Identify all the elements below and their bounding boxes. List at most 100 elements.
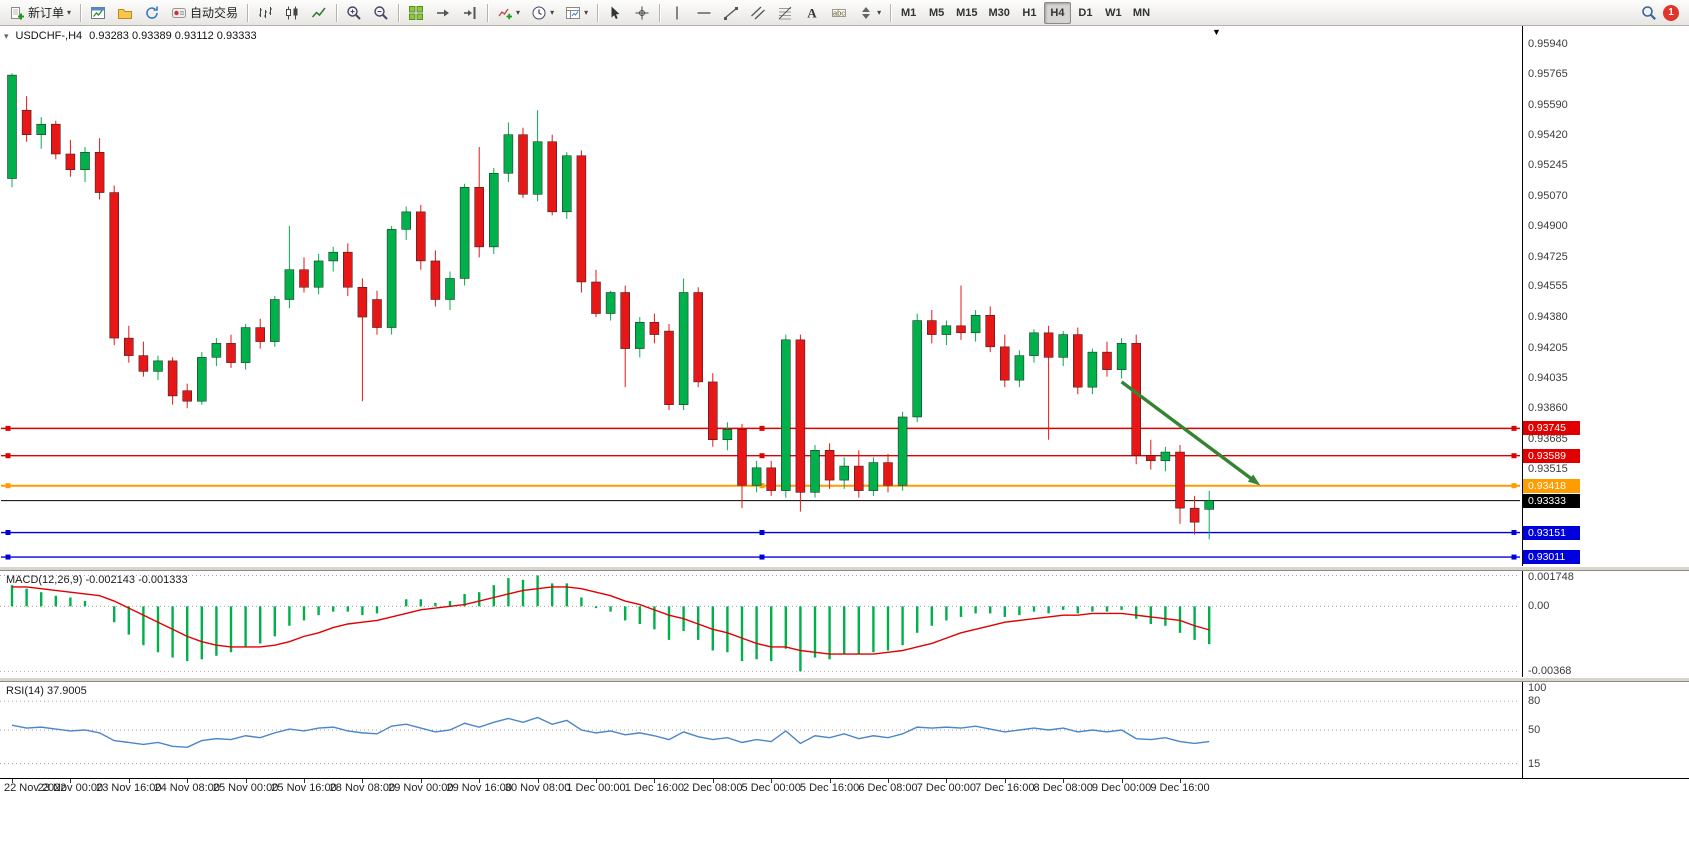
hline-handle[interactable] <box>5 530 11 536</box>
rsi-canvas[interactable] <box>0 682 1522 778</box>
tile-windows-button[interactable] <box>403 2 429 24</box>
crosshair-icon <box>634 5 650 21</box>
tile-windows-icon <box>408 5 424 21</box>
price-tag-0.93745: 0.93745 <box>1523 421 1580 436</box>
hline-handle[interactable] <box>1511 530 1517 536</box>
chevron-down-icon: ▾ <box>550 7 555 17</box>
refresh-button[interactable] <box>139 2 165 24</box>
channel-tool-button[interactable] <box>745 2 771 24</box>
time-axis-tick <box>479 779 481 783</box>
time-axis-tick <box>888 779 889 783</box>
chart-end-marker-icon[interactable]: ▼ <box>1212 27 1221 37</box>
time-axis-tick <box>829 779 831 783</box>
one-click-trading-toggle-icon[interactable]: ▾ <box>4 30 9 41</box>
candlestick-icon <box>284 5 300 21</box>
price-axis[interactable] <box>1523 26 1689 778</box>
timeframe-button-m15[interactable]: M15 <box>956 6 978 19</box>
label-icon: abc <box>831 5 847 21</box>
hline-handle[interactable] <box>5 425 11 431</box>
hline-handle[interactable] <box>759 453 765 459</box>
time-axis-tick <box>771 779 773 783</box>
timeframe-button-h4[interactable]: H4 <box>1043 1 1071 24</box>
profiles-button[interactable] <box>112 2 138 24</box>
crosshair-tool-button[interactable] <box>629 2 655 24</box>
time-axis-label: 1 Dec 00:00 <box>566 782 626 794</box>
hline-handle[interactable] <box>5 483 11 489</box>
hline-handle[interactable] <box>1511 425 1517 431</box>
trend-arrow[interactable] <box>1120 380 1255 482</box>
time-axis-label: 25 Nov 16:00 <box>271 782 337 794</box>
new-chart-button[interactable] <box>85 2 111 24</box>
price-tick-label: 0.93515 <box>1528 462 1568 475</box>
hline-handle[interactable] <box>759 425 765 431</box>
zoom-in-button[interactable] <box>341 2 367 24</box>
autotrading-button[interactable]: 自动交易 <box>166 2 243 24</box>
timeframe-button-m5[interactable]: M5 <box>928 6 945 19</box>
time-axis-label: 8 Dec 08:00 <box>1033 782 1093 794</box>
time-axis-label: 30 Nov 08:00 <box>504 782 571 794</box>
notification-badge[interactable]: 1 <box>1663 4 1679 21</box>
time-axis-tick <box>187 779 189 783</box>
chart-symbol-label: USDCHF-,H4 <box>15 30 83 42</box>
hline-handle[interactable] <box>1511 554 1517 560</box>
timeframe-button-w1[interactable]: W1 <box>1105 6 1122 19</box>
timeframes-menu-button[interactable]: ▾ <box>526 2 559 24</box>
timeframe-button-mn[interactable]: MN <box>1132 6 1151 19</box>
hline-handle[interactable] <box>759 554 765 560</box>
timeframe-button-h1[interactable]: H1 <box>1022 6 1037 19</box>
macd-histogram <box>10 575 1211 672</box>
macd-signal-line <box>12 586 1210 655</box>
folder-icon <box>117 5 133 21</box>
new-order-button[interactable]: 新订单 ▾ <box>4 2 76 24</box>
svg-text:A: A <box>807 5 817 20</box>
label-tool-button[interactable]: abc <box>826 2 852 24</box>
auto-scroll-icon <box>435 5 451 21</box>
bar-chart-button[interactable] <box>252 2 278 24</box>
chevron-down-icon: ▾ <box>516 7 521 17</box>
hline-handle[interactable] <box>5 453 11 459</box>
rsi-panel-label: RSI(14) 37.9005 <box>6 685 87 697</box>
fibonacci-icon <box>777 5 793 21</box>
toolbar-separator <box>80 3 82 22</box>
cursor-tool-button[interactable] <box>602 2 628 24</box>
panel-splitter[interactable] <box>0 566 1689 571</box>
macd-canvas[interactable] <box>0 571 1522 677</box>
indicators-button[interactable]: ▾ <box>492 2 525 24</box>
arrows-tool-button[interactable]: ▾ <box>853 2 886 24</box>
hline-handle[interactable] <box>759 483 765 489</box>
timeframe-button-m1[interactable]: M1 <box>900 6 917 19</box>
price-tick-label: 0.95245 <box>1528 159 1568 172</box>
text-tool-button[interactable]: A <box>799 2 825 24</box>
price-tick-label: 0.94205 <box>1528 341 1568 354</box>
chevron-down-icon: ▾ <box>877 7 882 17</box>
time-axis[interactable] <box>0 779 1689 805</box>
time-axis-tick <box>1004 779 1006 783</box>
timeframe-button-m30[interactable]: M30 <box>988 6 1010 19</box>
rsi-tick-label: 80 <box>1528 695 1541 708</box>
horizontal-line-tool-button[interactable] <box>691 2 717 24</box>
line-chart-button[interactable] <box>306 2 332 24</box>
macd-tick-label: 0.001748 <box>1528 571 1574 583</box>
time-axis-tick <box>1121 779 1123 783</box>
templates-button[interactable]: ▾ <box>560 2 593 24</box>
hline-handle[interactable] <box>1511 483 1517 489</box>
hline-handle[interactable] <box>1511 453 1517 459</box>
candlestick-chart-button[interactable] <box>279 2 305 24</box>
vertical-line-tool-button[interactable] <box>664 2 690 24</box>
fibonacci-tool-button[interactable] <box>772 2 798 24</box>
time-axis-label: 29 Nov 00:00 <box>388 782 454 794</box>
chart-shift-icon <box>462 5 478 21</box>
price-chart-canvas[interactable] <box>0 26 1522 566</box>
trendline-tool-button[interactable] <box>718 2 744 24</box>
time-axis-label: 9 Dec 00:00 <box>1091 782 1152 794</box>
zoom-out-button[interactable] <box>368 2 394 24</box>
chart-shift-button[interactable] <box>457 2 483 24</box>
search-button[interactable] <box>1636 2 1662 24</box>
timeframe-button-d1[interactable]: D1 <box>1078 6 1093 19</box>
auto-scroll-button[interactable] <box>430 2 456 24</box>
hline-handle[interactable] <box>5 554 11 560</box>
cursor-icon <box>607 5 623 21</box>
panel-splitter[interactable] <box>0 677 1689 682</box>
hline-handle[interactable] <box>759 530 765 536</box>
trend-arrow-head[interactable] <box>1247 474 1261 486</box>
